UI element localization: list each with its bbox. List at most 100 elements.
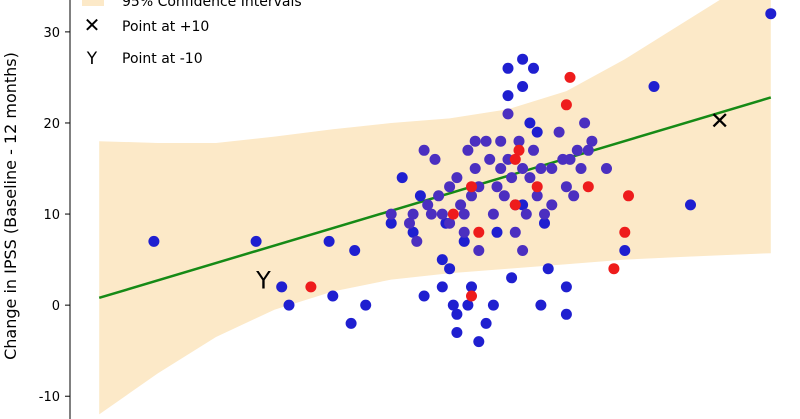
confidence-band (99, 0, 771, 415)
blue-data-point (349, 245, 361, 256)
y-tick-label: 20 (43, 117, 60, 132)
blue-data-point (250, 235, 262, 247)
purple-data-point (462, 144, 474, 156)
blue-data-point (360, 299, 372, 311)
purple-data-point (469, 135, 481, 147)
purple-data-point (575, 163, 587, 174)
blue-data-point (542, 263, 554, 275)
purple-data-point (484, 153, 496, 165)
purple-data-point (582, 144, 594, 156)
purple-data-point (444, 181, 456, 193)
purple-data-point (524, 172, 536, 184)
y-tick-label: -10 (39, 390, 60, 405)
legend-label: Point at -10 (122, 51, 203, 67)
red-data-point (473, 226, 485, 238)
y-axis-label: Change in IPSS (Baseline - 12 months) (1, 52, 20, 360)
blue-data-point (396, 172, 408, 184)
blue-data-point (436, 281, 448, 293)
red-data-point (560, 99, 572, 111)
purple-data-point (444, 217, 456, 229)
red-data-point (509, 153, 521, 165)
blue-data-point (385, 217, 397, 229)
purple-data-point (553, 126, 565, 138)
blue-data-point (451, 327, 463, 338)
purple-data-point (425, 208, 437, 220)
purple-data-point (579, 117, 591, 129)
purple-data-point (433, 190, 445, 202)
purple-data-point (407, 208, 419, 220)
blue-data-point (506, 272, 518, 284)
blue-data-point (407, 226, 419, 238)
blue-data-point (524, 117, 536, 129)
legend-x-marker: ✕ (84, 13, 101, 37)
red-data-point (466, 290, 477, 302)
purple-data-point (535, 163, 547, 174)
blue-data-point (283, 299, 295, 311)
blue-data-point (451, 308, 463, 320)
red-data-point (513, 144, 525, 156)
purple-data-point (404, 217, 415, 229)
blue-data-point (323, 235, 335, 247)
legend-y-marker: Y (86, 49, 98, 69)
y-tick-label: 10 (43, 208, 60, 223)
blue-data-point (480, 317, 492, 329)
purple-data-point (560, 181, 572, 193)
purple-data-point (466, 190, 477, 202)
blue-data-point (531, 126, 543, 138)
purple-data-point (520, 208, 532, 220)
blue-data-point (148, 235, 160, 247)
blue-data-point (517, 81, 529, 92)
purple-data-point (411, 235, 423, 247)
blue-data-point (502, 90, 514, 102)
blue-data-point (765, 8, 777, 20)
purple-data-point (495, 135, 507, 147)
blue-data-point (458, 235, 470, 247)
purple-data-point (539, 208, 550, 220)
y-tick-label: 0 (52, 299, 60, 314)
blue-data-point (327, 290, 339, 302)
red-data-point (305, 281, 317, 293)
blue-data-point (444, 263, 456, 275)
purple-data-point (455, 199, 467, 211)
legend-band-swatch (82, 0, 104, 6)
blue-data-point (619, 245, 631, 256)
blue-data-point (517, 53, 529, 65)
special-point-marker: ✕ (710, 107, 730, 135)
blue-data-point (345, 317, 357, 329)
red-data-point (623, 190, 634, 202)
legend-label: Point at +10 (122, 19, 209, 35)
red-data-point (509, 199, 521, 211)
blue-data-point (436, 254, 448, 266)
purple-data-point (571, 144, 583, 156)
red-data-point (619, 226, 631, 238)
blue-data-point (685, 199, 696, 211)
purple-data-point (418, 144, 430, 156)
blue-data-point (473, 336, 485, 348)
purple-data-point (517, 245, 529, 256)
purple-data-point (458, 226, 470, 238)
purple-data-point (513, 135, 525, 147)
blue-data-point (539, 217, 550, 229)
blue-data-point (528, 62, 539, 74)
purple-data-point (564, 153, 576, 165)
legend-label: 95% Confidence Intervals (122, 0, 302, 10)
purple-data-point (422, 199, 434, 211)
special-point-marker: Y (255, 267, 271, 295)
purple-data-point (509, 226, 521, 238)
purple-data-point (480, 135, 492, 147)
purple-data-point (491, 181, 503, 193)
blue-data-point (648, 81, 660, 92)
purple-data-point (502, 108, 514, 120)
blue-data-point (418, 290, 430, 302)
y-tick-label: 30 (43, 26, 60, 41)
purple-data-point (458, 208, 470, 220)
purple-data-point (487, 208, 499, 220)
blue-data-point (487, 299, 499, 311)
blue-data-point (491, 226, 503, 238)
purple-data-point (546, 163, 558, 174)
blue-data-point (466, 281, 477, 293)
blue-data-point (560, 308, 572, 320)
purple-data-point (517, 163, 529, 174)
blue-data-point (447, 299, 459, 311)
